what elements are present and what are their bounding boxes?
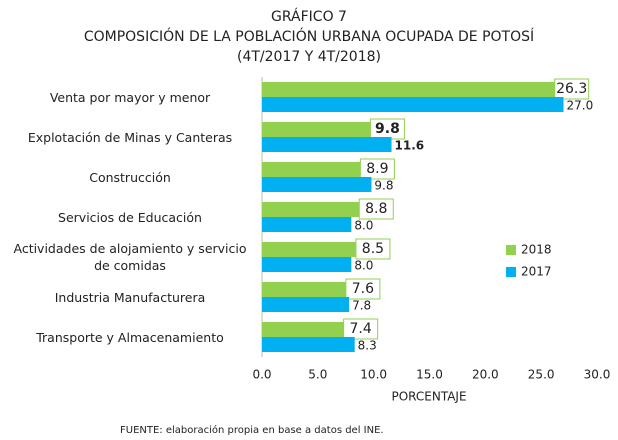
source-note: FUENTE: elaboración propia en base a dat…: [120, 424, 384, 436]
label-box: [345, 278, 381, 300]
bar: [262, 137, 392, 152]
x-tick-label: 15.0: [416, 368, 443, 382]
y-tick-label: Actividades de alojamiento y servicio de…: [13, 241, 247, 273]
bar: [262, 257, 352, 272]
bar: [262, 162, 362, 177]
bar: [262, 177, 372, 192]
data-label: 8.5: [362, 241, 384, 257]
x-tick-label: 20.0: [472, 368, 499, 382]
data-label: 9.8: [374, 179, 393, 193]
x-tick-label: 10.0: [360, 368, 387, 382]
bar: [262, 202, 361, 217]
bar: [262, 242, 357, 257]
legend-label: 2018: [521, 243, 552, 257]
label-box: [355, 238, 391, 260]
data-label: 8.8: [365, 201, 387, 217]
data-label: 7.8: [352, 299, 371, 313]
bar: [262, 282, 347, 297]
chart-subtitle: COMPOSICIÓN DE LA POBLACIÓN URBANA OCUPA…: [84, 27, 534, 45]
bar: [262, 297, 350, 312]
bar: [262, 217, 352, 232]
y-tick-label: Explotación de Minas y Canteras: [27, 129, 233, 145]
data-label: 7.6: [352, 281, 374, 297]
data-label: 8.0: [354, 259, 373, 273]
data-label: 11.6: [395, 139, 425, 153]
data-label: 8.3: [358, 339, 377, 353]
bar: [262, 122, 372, 137]
data-label: 27.0: [567, 99, 594, 113]
y-tick-label: Transporte y Almacenamiento: [36, 329, 224, 345]
y-tick-label: Construcción: [89, 169, 171, 185]
chart-title: GRÁFICO 7: [271, 8, 347, 25]
chart-period: (4T/2017 Y 4T/2018): [237, 49, 381, 65]
x-tick-label: 0.0: [252, 368, 271, 382]
x-tick-label: 30.0: [584, 368, 611, 382]
x-tick-label: 25.0: [528, 368, 555, 382]
legend-swatch: [506, 245, 516, 255]
legend-label: 2017: [521, 265, 552, 279]
bar: [262, 322, 345, 337]
x-tick-label: 5.0: [308, 368, 327, 382]
label-box: [343, 318, 379, 340]
y-tick-label: Servicios de Educación: [58, 209, 202, 225]
data-label: 8.0: [354, 219, 373, 233]
bar: [262, 337, 355, 352]
label-box: [359, 158, 395, 180]
label-box: [358, 198, 394, 220]
data-label: 26.3: [556, 81, 587, 97]
y-tick-label: Industria Manufacturera: [54, 289, 206, 305]
data-label: 9.8: [375, 121, 400, 137]
data-label: 7.4: [350, 321, 372, 337]
label-box: [554, 78, 590, 100]
data-label: 8.9: [366, 161, 388, 177]
y-tick-label: Venta por mayor y menor: [49, 89, 211, 105]
x-axis-label: PORCENTAJE: [391, 390, 466, 404]
bar: [262, 97, 564, 112]
bar: [262, 82, 556, 97]
legend-swatch: [506, 267, 516, 277]
